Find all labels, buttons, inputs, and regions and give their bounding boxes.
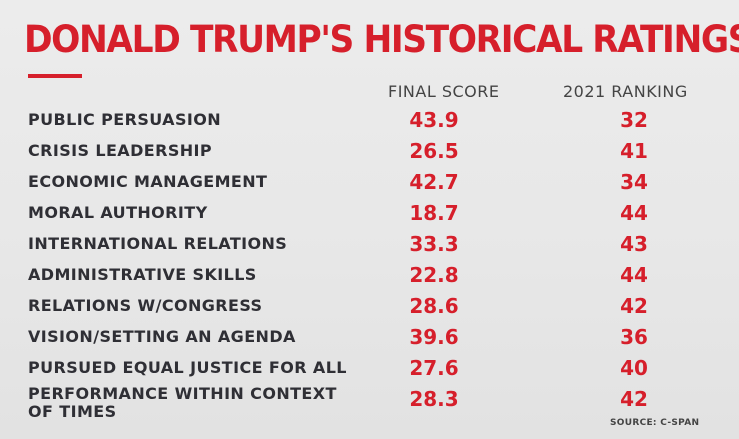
- ratings-table: PUBLIC PERSUASION 43.9 32 CRISIS LEADERS…: [0, 106, 739, 421]
- row-label: ADMINISTRATIVE SKILLS: [28, 265, 257, 284]
- page-title: DONALD TRUMP'S HISTORICAL RATINGS: [24, 18, 739, 61]
- row-score: 26.5: [409, 139, 459, 163]
- row-score: 27.6: [409, 356, 459, 380]
- row-label: PUBLIC PERSUASION: [28, 110, 222, 129]
- row-label: ECONOMIC MANAGEMENT: [28, 172, 268, 191]
- row-score: 39.6: [409, 325, 459, 349]
- row-label-line-1: PERFORMANCE WITHIN CONTEXT: [28, 384, 337, 403]
- column-header-2021-ranking: 2021 RANKING: [563, 82, 688, 101]
- table-row: PERFORMANCE WITHIN CONTEXT OF TIMES 28.3 …: [0, 385, 739, 421]
- row-score: 22.8: [409, 263, 459, 287]
- table-row: PURSUED EQUAL JUSTICE FOR ALL 27.6 40: [0, 354, 739, 385]
- row-score: 33.3: [409, 232, 459, 256]
- table-row: PUBLIC PERSUASION 43.9 32: [0, 106, 739, 137]
- row-rank: 34: [620, 170, 648, 194]
- table-row: VISION/SETTING AN AGENDA 39.6 36: [0, 323, 739, 354]
- row-label: PERFORMANCE WITHIN CONTEXT OF TIMES: [28, 385, 337, 421]
- source-credit: SOURCE: C-SPAN: [610, 418, 700, 428]
- row-rank: 43: [620, 232, 648, 256]
- row-score: 28.6: [409, 294, 459, 318]
- table-row: ECONOMIC MANAGEMENT 42.7 34: [0, 168, 739, 199]
- row-rank: 42: [620, 387, 648, 411]
- row-rank: 44: [620, 263, 648, 287]
- table-row: CRISIS LEADERSHIP 26.5 41: [0, 137, 739, 168]
- row-label: VISION/SETTING AN AGENDA: [28, 327, 296, 346]
- table-row: MORAL AUTHORITY 18.7 44: [0, 199, 739, 230]
- row-label: CRISIS LEADERSHIP: [28, 141, 213, 160]
- row-rank: 40: [620, 356, 648, 380]
- row-label: MORAL AUTHORITY: [28, 203, 208, 222]
- row-rank: 44: [620, 201, 648, 225]
- row-score: 28.3: [409, 387, 459, 411]
- row-rank: 36: [620, 325, 648, 349]
- column-header-final-score: FINAL SCORE: [388, 82, 500, 101]
- row-rank: 42: [620, 294, 648, 318]
- row-score: 42.7: [409, 170, 459, 194]
- row-score: 18.7: [409, 201, 459, 225]
- row-label: INTERNATIONAL RELATIONS: [28, 234, 288, 253]
- row-label: PURSUED EQUAL JUSTICE FOR ALL: [28, 358, 347, 377]
- table-row: ADMINISTRATIVE SKILLS 22.8 44: [0, 261, 739, 292]
- row-score: 43.9: [409, 108, 459, 132]
- title-underline: [28, 74, 82, 78]
- row-rank: 41: [620, 139, 648, 163]
- row-label-line-2: OF TIMES: [28, 402, 117, 421]
- row-rank: 32: [620, 108, 648, 132]
- table-row: RELATIONS W/CONGRESS 28.6 42: [0, 292, 739, 323]
- row-label: RELATIONS W/CONGRESS: [28, 296, 263, 315]
- table-row: INTERNATIONAL RELATIONS 33.3 43: [0, 230, 739, 261]
